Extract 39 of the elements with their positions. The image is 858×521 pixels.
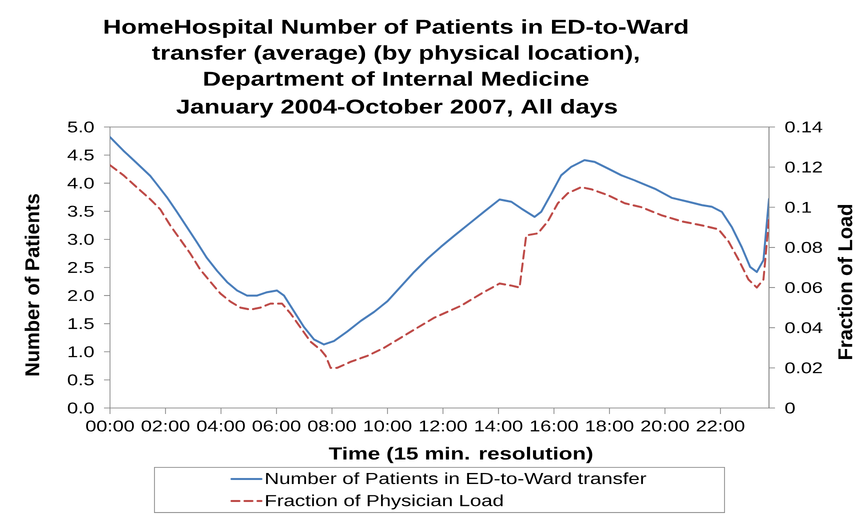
y-tick-label: 0.0	[68, 402, 94, 414]
legend-label: Number of Patients in ED-to-Ward transfer	[266, 472, 646, 484]
x-axis-title: Time (15 min. resolution)	[328, 446, 592, 464]
y-tick-label: 3.5	[68, 206, 94, 217]
y-tick-label: 2.5	[68, 262, 94, 273]
y-tick-label: 5.0	[68, 122, 94, 132]
x-tick-label: 20:00	[641, 420, 689, 432]
chart-subtitle: January 2004-October 2007, All days	[176, 98, 617, 118]
x-tick-label: 10:00	[364, 420, 412, 432]
y2-tick-label: 0.14	[785, 122, 822, 132]
y2-tick-label: 0.08	[785, 242, 822, 253]
x-tick-label: 08:00	[308, 420, 356, 432]
x-tick-label: 14:00	[475, 420, 522, 432]
y2-tick-label: 0.04	[785, 322, 822, 334]
y-tick-label: 1.0	[68, 346, 94, 358]
x-tick-label: 22:00	[696, 420, 744, 432]
y2-tick-label: 0.06	[785, 282, 822, 294]
x-tick-label: 12:00	[420, 420, 467, 432]
x-tick-label: 18:00	[586, 420, 634, 432]
y2-tick-label: 0.12	[785, 162, 822, 173]
chart-title: HomeHospital Number of Patients in ED-to-Ward transfer (average) (by physical location), Department of Internal Medicine	[104, 19, 688, 90]
y-tick-label: 1.5	[68, 318, 94, 330]
y2-tick-label: 0	[785, 402, 795, 414]
x-tick-label: 04:00	[197, 420, 245, 432]
y-tick-label: 0.5	[68, 374, 94, 386]
y-tick-label: 4.5	[68, 150, 94, 160]
y-tick-label: 4.0	[68, 178, 94, 189]
x-tick-label: 16:00	[530, 420, 578, 432]
y-axis-title: Number of Patients	[24, 194, 40, 376]
legend-label: Fraction of Physician Load	[266, 494, 503, 510]
x-tick-label: 00:00	[86, 420, 134, 432]
x-tick-label: 06:00	[252, 420, 300, 432]
y-tick-label: 2.0	[68, 290, 94, 302]
y-tick-label: 3.0	[68, 234, 94, 245]
y2-tick-label: 0.02	[785, 362, 822, 374]
line-series	[110, 164, 770, 369]
x-tick-label: 02:00	[142, 420, 190, 432]
y2-tick-label: 0.1	[785, 202, 811, 213]
y2-axis-title: Fraction of Load	[838, 204, 852, 359]
